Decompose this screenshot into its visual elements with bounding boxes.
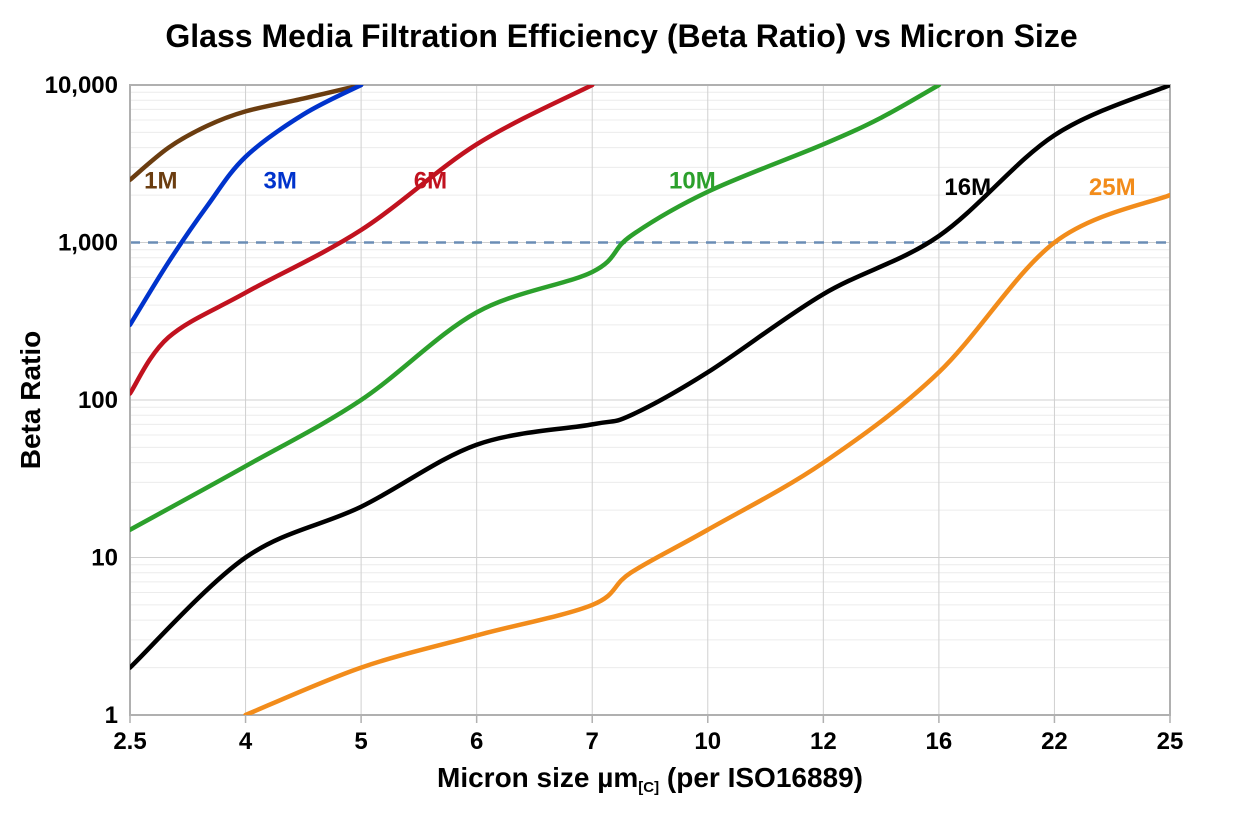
chart-svg: 1M 3M 6M 10M 16M 25M 1 10 100 1,000 10,000 2.5 4 5 6 7 1… bbox=[0, 55, 1243, 820]
x-tick-label: 5 bbox=[354, 728, 367, 755]
chart-wrapper: Glass Media Filtration Efficiency (Beta … bbox=[0, 0, 1243, 825]
chart-title: Glass Media Filtration Efficiency (Beta … bbox=[0, 0, 1243, 55]
x-tick-label: 16 bbox=[926, 728, 953, 755]
series-label-25m: 25M bbox=[1089, 174, 1136, 201]
x-tick-label: 2.5 bbox=[113, 728, 146, 755]
y-tick-label: 10 bbox=[91, 545, 118, 572]
series-label-10m: 10M bbox=[669, 168, 716, 195]
series-label-3m: 3M bbox=[264, 168, 297, 195]
x-tick-label: 7 bbox=[586, 728, 599, 755]
x-tick-label: 6 bbox=[470, 728, 483, 755]
x-tick-label: 10 bbox=[694, 728, 721, 755]
x-tick-label: 12 bbox=[810, 728, 837, 755]
y-tick-label: 10,000 bbox=[45, 72, 118, 99]
x-tick-label: 22 bbox=[1041, 728, 1068, 755]
series-label-16m: 16M bbox=[944, 174, 991, 201]
x-tick-label: 25 bbox=[1157, 728, 1184, 755]
x-tick-label: 4 bbox=[239, 728, 253, 755]
series-label-6m: 6M bbox=[414, 168, 447, 195]
x-axis-label: Micron size µm[C] (per ISO16889) bbox=[437, 762, 863, 796]
series-label-1m: 1M bbox=[144, 168, 177, 195]
y-tick-label: 100 bbox=[78, 387, 118, 414]
y-tick-label: 1,000 bbox=[58, 230, 118, 257]
y-tick-label: 1 bbox=[105, 702, 118, 729]
y-axis-label: Beta Ratio bbox=[15, 331, 46, 469]
